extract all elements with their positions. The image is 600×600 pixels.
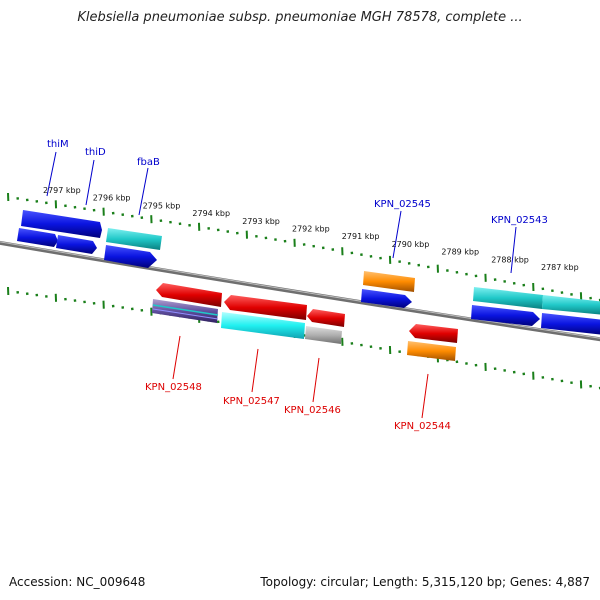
gene-thiM[interactable] [21, 210, 102, 238]
gene-KPN_02542[interactable] [541, 313, 600, 335]
gene-KPN_02548[interactable] [156, 283, 222, 307]
gene-KPN_02544-red[interactable] [409, 324, 458, 343]
label-KPN_02543[interactable]: KPN_02543 [491, 215, 548, 226]
label-KPN_02544[interactable]: KPN_02544 [394, 421, 451, 432]
forward-tick-row [7, 192, 600, 302]
label-KPN_02546[interactable]: KPN_02546 [284, 405, 341, 416]
label-KPN_02547[interactable]: KPN_02547 [223, 396, 280, 407]
tick-label: 2796 kbp [93, 194, 131, 203]
gene-KPN_02545[interactable] [361, 289, 412, 308]
tick-label: 2795 kbp [143, 201, 181, 210]
tick-label: 2792 kbp [292, 225, 330, 234]
genome-backbone [0, 240, 600, 342]
tick-label: 2787 kbp [541, 263, 579, 272]
gene-KPN_02543[interactable] [471, 305, 540, 326]
label-thiM[interactable]: thiM [47, 139, 69, 150]
label-KPN_02548[interactable]: KPN_02548 [145, 382, 202, 393]
gene-KPN_02547[interactable] [221, 312, 305, 339]
label-thiD[interactable]: thiD [85, 147, 106, 158]
topology-text: Topology: circular; Length: 5,315,120 bp… [260, 575, 590, 589]
tick-label: 2788 kbp [491, 255, 529, 264]
label-KPN_02545[interactable]: KPN_02545 [374, 199, 431, 210]
gene-KPN_02543-upper[interactable] [473, 287, 543, 309]
gene-KPN_02546-red[interactable] [307, 309, 345, 327]
gene-fbaB[interactable] [104, 245, 157, 268]
gene-thiD-b[interactable] [56, 235, 97, 254]
gene-fbaB-upper[interactable] [106, 228, 162, 250]
gene-KPN_02546[interactable] [305, 326, 342, 344]
gene-thiD[interactable] [17, 228, 58, 247]
tick-label: 2794 kbp [192, 209, 230, 218]
map-title: Klebsiella pneumoniae subsp. pneumoniae … [77, 10, 523, 25]
reverse-genes [152, 283, 458, 361]
tick-label: 2797 kbp [43, 186, 81, 195]
gene-KPN_02543-upper-b[interactable] [542, 295, 600, 315]
tick-labels: 2797 kbp 2796 kbp 2795 kbp 2794 kbp 2793 kbp… [43, 186, 579, 272]
label-fbaB[interactable]: fbaB [137, 157, 160, 168]
label-leaders [46, 151, 517, 419]
gene-KPN_02547-red[interactable] [224, 295, 307, 320]
gene-KPN_02545-upper[interactable] [363, 271, 415, 292]
tick-label: 2789 kbp [441, 248, 479, 257]
gene-KPN_02544[interactable] [407, 341, 456, 361]
tick-label: 2793 kbp [242, 217, 280, 226]
gene-KPN_02548-multi[interactable] [152, 299, 218, 323]
accession-text: Accession: NC_009648 [9, 575, 146, 589]
tick-label: 2790 kbp [392, 240, 430, 249]
gene-labels: thiM thiD fbaB KPN_02545 KPN_02543 KPN_0… [47, 139, 548, 432]
tick-label: 2791 kbp [342, 232, 380, 241]
forward-genes [17, 210, 600, 335]
